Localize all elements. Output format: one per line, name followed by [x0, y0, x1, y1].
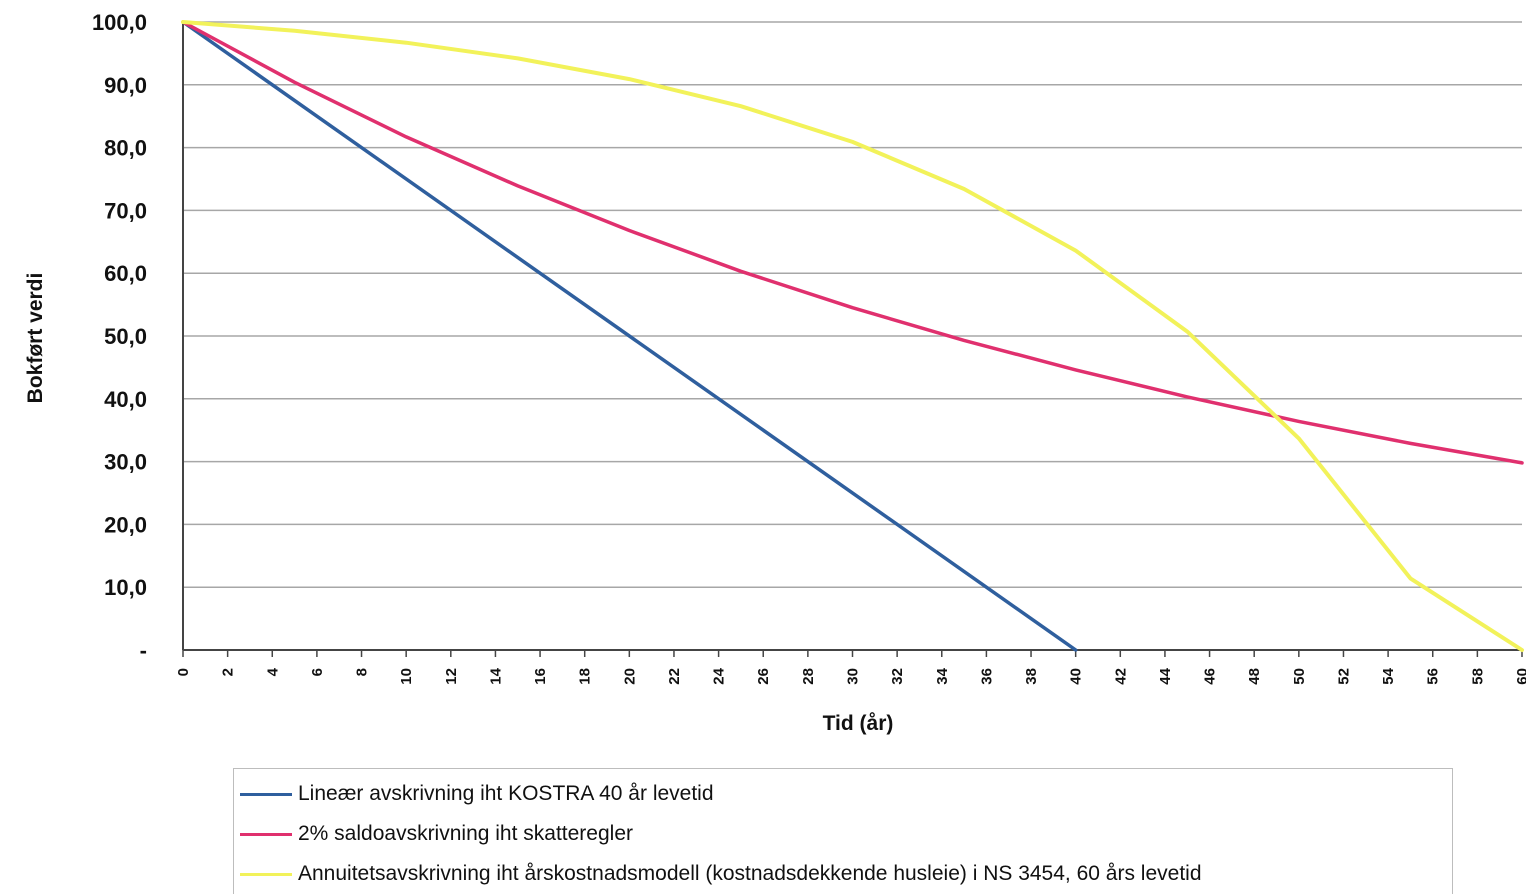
- axes: [182, 22, 1523, 657]
- x-tick-label: 16: [532, 668, 549, 685]
- x-tick-label: 58: [1469, 668, 1486, 685]
- series-line-2: [181, 20, 1524, 652]
- y-tick-label: 20,0: [104, 512, 147, 537]
- series-lines: [181, 20, 1524, 652]
- x-tick-label: 6: [309, 668, 326, 676]
- legend-label-linear: Lineær avskrivning iht KOSTRA 40 år leve…: [298, 782, 714, 805]
- y-tick-label: -: [140, 638, 147, 663]
- legend-item-saldo: 2% saldoavskrivning iht skatteregler: [240, 819, 633, 849]
- x-tick-label: 28: [800, 668, 817, 685]
- y-tick-label: 60,0: [104, 261, 147, 286]
- gridlines: [183, 21, 1522, 588]
- y-tick-label: 100,0: [92, 10, 147, 35]
- legend: Lineær avskrivning iht KOSTRA 40 år leve…: [233, 768, 1453, 894]
- x-tick-label: 12: [443, 668, 460, 685]
- y-tick-label: 90,0: [104, 73, 147, 98]
- x-tick-label: 56: [1425, 668, 1442, 685]
- x-tick-label: 52: [1335, 668, 1352, 685]
- x-tick-labels: 0 2 4 6 8 10 12 14 16 18 20 22 24 26 28 30 32 34 36 38 40 42 4…: [175, 667, 1526, 684]
- x-tick-label: 36: [978, 668, 995, 685]
- legend-swatch-saldo: [240, 832, 292, 836]
- x-tick-label: 10: [398, 668, 415, 685]
- x-tick-label: 34: [934, 667, 951, 684]
- x-tick-label: 40: [1068, 668, 1085, 685]
- x-tick-label: 18: [577, 668, 594, 685]
- x-tick-label: 48: [1246, 668, 1263, 685]
- x-tick-label: 38: [1023, 668, 1040, 685]
- x-tick-label: 2: [220, 668, 237, 676]
- y-tick-label: 50,0: [104, 324, 147, 349]
- y-tick-label: 80,0: [104, 136, 147, 161]
- x-axis-title: Tid (år): [823, 712, 894, 735]
- x-tick-label: 42: [1112, 668, 1129, 685]
- x-tick-label: 30: [845, 668, 862, 685]
- series-line-1: [181, 20, 1524, 465]
- x-tick-label: 32: [889, 668, 906, 685]
- x-tick-label: 60: [1514, 668, 1526, 685]
- y-axis-title: Bokført verdi: [24, 273, 47, 404]
- legend-swatch-linear: [240, 792, 292, 796]
- y-tick-label: 10,0: [104, 575, 147, 600]
- series-line-0: [181, 20, 1078, 652]
- x-tick-label: 44: [1157, 667, 1174, 684]
- x-tick-label: 0: [175, 668, 192, 676]
- y-tick-label: 40,0: [104, 387, 147, 412]
- x-tick-label: 8: [354, 668, 371, 676]
- legend-label-annuity: Annuitetsavskrivning iht årskostnadsmode…: [298, 862, 1202, 885]
- x-tick-label: 24: [711, 667, 728, 684]
- legend-swatch-annuity: [240, 872, 292, 876]
- x-tick-label: 14: [487, 667, 504, 684]
- x-tick-label: 54: [1380, 667, 1397, 684]
- y-tick-label: 30,0: [104, 450, 147, 475]
- x-tick-label: 4: [264, 667, 281, 676]
- y-tick-label: 70,0: [104, 198, 147, 223]
- x-tick-label: 46: [1202, 668, 1219, 685]
- y-tick-labels: - 10,0 20,0 30,0 40,0 50,0 60,0 70,0 80,0 90,0 100…: [92, 10, 147, 663]
- chart: -10,020,030,040,050,060,070,080,090,0100…: [24, 10, 1526, 735]
- legend-item-linear: Lineær avskrivning iht KOSTRA 40 år leve…: [240, 779, 714, 809]
- legend-label-saldo: 2% saldoavskrivning iht skatteregler: [298, 822, 633, 845]
- legend-item-annuity: Annuitetsavskrivning iht årskostnadsmode…: [240, 859, 1202, 889]
- x-tick-label: 26: [755, 668, 772, 685]
- x-tick-label: 50: [1291, 668, 1308, 685]
- x-tick-label: 20: [621, 668, 638, 685]
- x-tick-label: 22: [666, 668, 683, 685]
